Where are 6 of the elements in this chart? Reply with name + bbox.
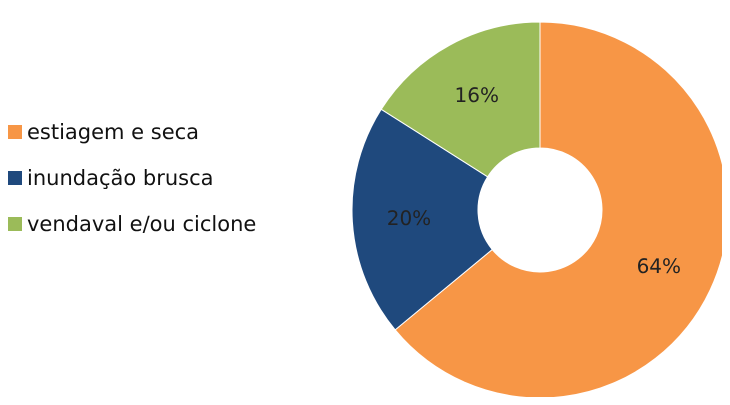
legend-label: vendaval e/ou ciclone [27,212,256,236]
data-label: 16% [454,82,499,107]
legend-label: inundação brusca [27,166,214,190]
legend-label: estiagem e seca [27,120,200,144]
data-label: 64% [636,254,682,278]
data-label: 20% [386,206,432,230]
